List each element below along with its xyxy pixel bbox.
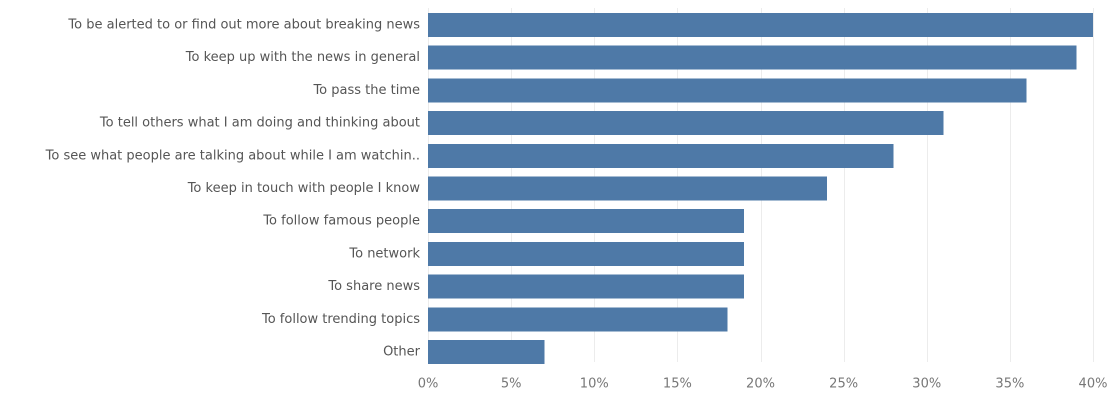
bars — [428, 13, 1093, 364]
bar[interactable] — [428, 78, 1027, 103]
category-label: To keep up with the news in general — [185, 50, 420, 65]
bar[interactable] — [428, 143, 894, 168]
x-tick-label: 35% — [995, 377, 1024, 392]
x-tick-label: 0% — [418, 377, 439, 392]
category-label: To keep in touch with people I know — [187, 181, 421, 196]
category-label: To pass the time — [312, 83, 420, 98]
category-label: To network — [348, 246, 420, 261]
bar[interactable] — [428, 209, 744, 234]
bar[interactable] — [428, 241, 744, 266]
x-tick-label: 5% — [501, 377, 522, 392]
category-label: Other — [383, 345, 421, 360]
x-tick-label: 20% — [746, 377, 775, 392]
x-axis-tick-labels: 0% 5% 10% 15% 20% 25% 30% 35% 40% — [418, 377, 1108, 392]
category-label: To tell others what I am doing and think… — [99, 116, 420, 131]
category-label: To see what people are talking about whi… — [45, 148, 420, 163]
category-label: To follow famous people — [262, 214, 420, 229]
x-tick-label: 30% — [912, 377, 941, 392]
x-tick-label: 10% — [580, 377, 609, 392]
bar[interactable] — [428, 13, 1093, 37]
x-tick-label: 40% — [1079, 377, 1108, 392]
bar[interactable] — [428, 307, 728, 332]
bar[interactable] — [428, 340, 545, 364]
category-label: To share news — [327, 279, 420, 294]
bar[interactable] — [428, 274, 744, 299]
x-tick-label: 15% — [663, 377, 692, 392]
bar[interactable] — [428, 45, 1077, 70]
category-label: To follow trending topics — [261, 312, 420, 327]
x-tick-label: 25% — [829, 377, 858, 392]
bar[interactable] — [428, 111, 944, 136]
category-labels: To be alerted to or find out more about … — [45, 18, 421, 360]
bar[interactable] — [428, 176, 827, 201]
category-label: To be alerted to or find out more about … — [67, 18, 420, 33]
